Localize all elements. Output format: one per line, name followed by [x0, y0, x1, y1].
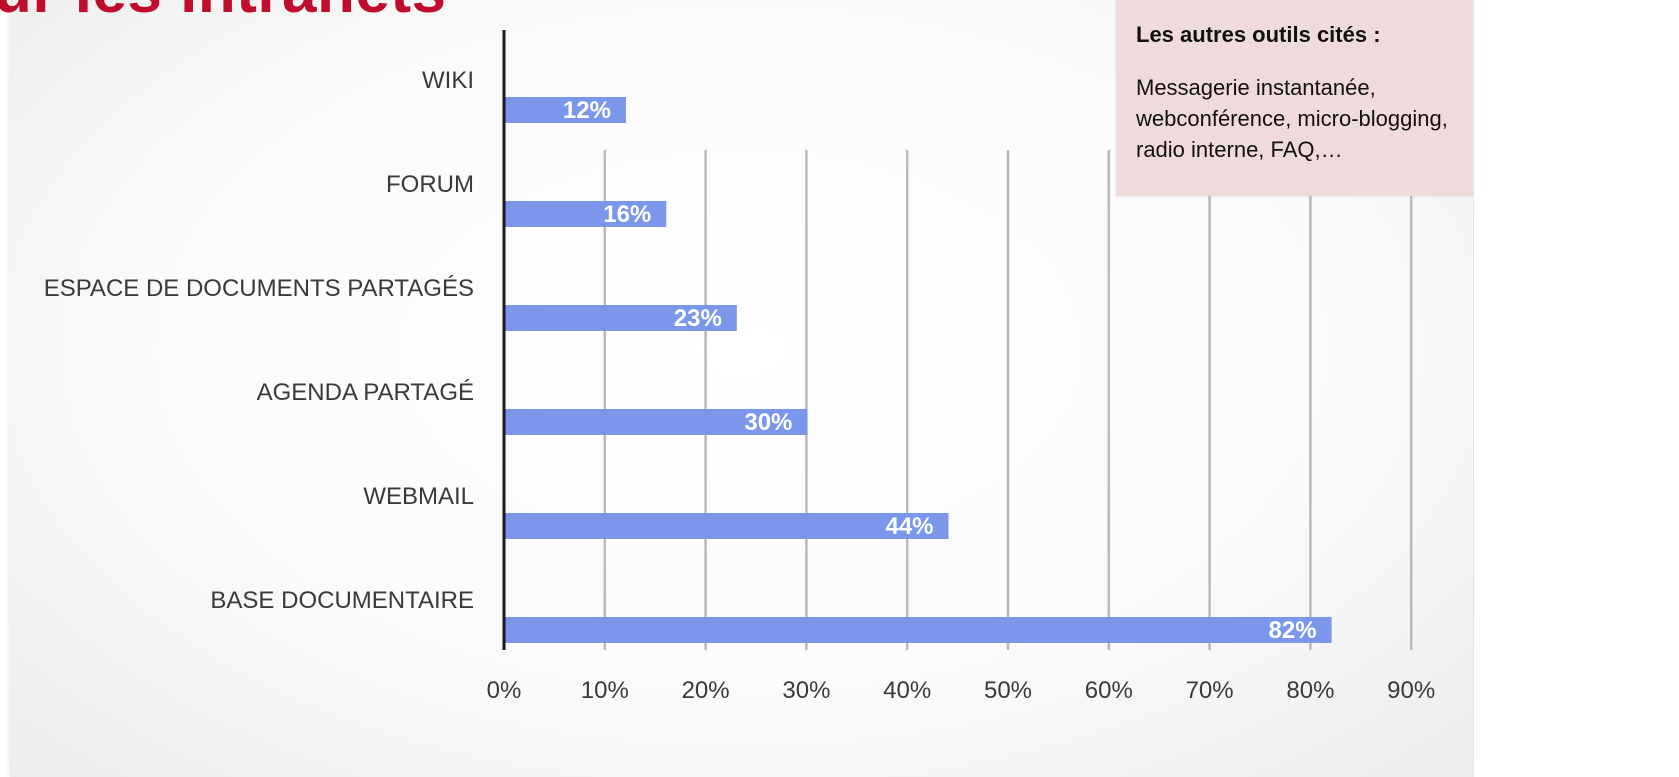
side-panel: [1473, 0, 1679, 777]
data-label: 12%: [563, 97, 611, 124]
bar: [505, 617, 1332, 643]
x-tick-label: 50%: [984, 677, 1032, 704]
bar: [505, 409, 808, 435]
category-label: WEBMAIL: [363, 483, 474, 510]
x-tick-label: 80%: [1286, 677, 1334, 704]
data-label: 16%: [603, 201, 651, 228]
category-label: ESPACE DE DOCUMENTS PARTAGÉS: [44, 275, 474, 302]
bar: [505, 201, 667, 227]
bar: [505, 97, 626, 123]
callout-title: Les autres outils cités :: [1136, 22, 1381, 47]
data-label: 23%: [674, 305, 722, 332]
other-tools-callout: Les autres outils cités : Messagerie ins…: [1116, 0, 1473, 196]
grid-lines: [603, 150, 1413, 650]
callout-body: Messagerie instantanée, webconférence, m…: [1136, 75, 1448, 162]
bar: [505, 305, 737, 331]
x-tick-label: 10%: [581, 677, 629, 704]
x-tick-label: 90%: [1387, 677, 1435, 704]
x-tick-label: 0%: [487, 677, 522, 704]
category-label: WIKI: [422, 67, 474, 94]
data-label: 82%: [1269, 617, 1317, 644]
data-label: 30%: [744, 409, 792, 436]
x-tick-label: 40%: [883, 677, 931, 704]
labels: 0% 10% 20% 30% 40% 50% 60% 70% 80% 90% WIKI 12% FORU…: [44, 67, 1436, 704]
bar: [505, 513, 949, 539]
x-tick-label: 60%: [1085, 677, 1133, 704]
x-tick-label: 20%: [682, 677, 730, 704]
category-label: AGENDA PARTAGÉ: [257, 379, 474, 406]
category-label: BASE DOCUMENTAIRE: [210, 587, 474, 614]
x-tick-label: 30%: [782, 677, 830, 704]
bars: [505, 97, 1332, 643]
x-tick-label: 70%: [1186, 677, 1234, 704]
data-label: 44%: [885, 513, 933, 540]
category-label: FORUM: [386, 171, 474, 198]
slide-title: ur les intranets: [0, 0, 446, 27]
